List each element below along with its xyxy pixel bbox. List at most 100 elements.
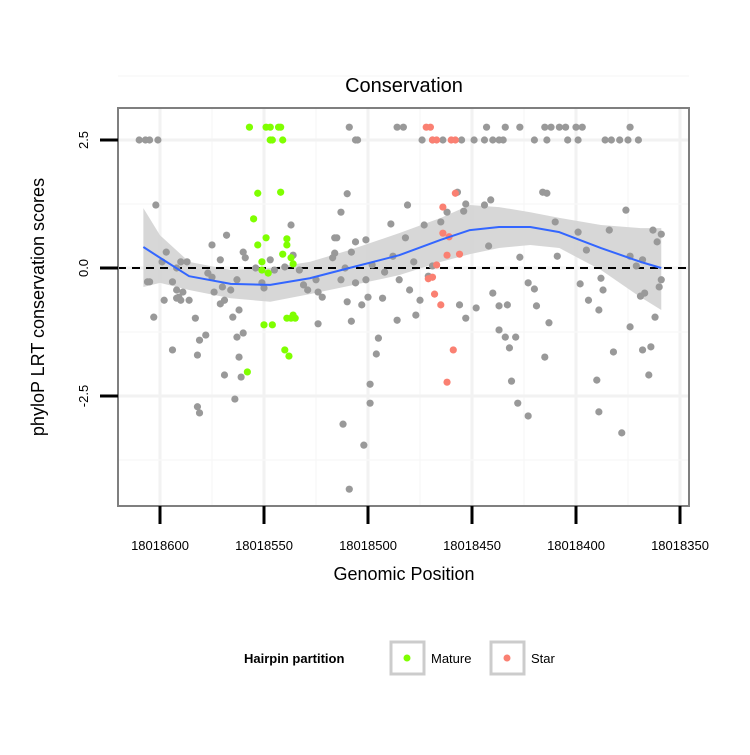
point-mature bbox=[289, 311, 297, 319]
point-other bbox=[626, 323, 634, 331]
point-star bbox=[433, 136, 441, 144]
point-other bbox=[501, 123, 509, 131]
point-other bbox=[512, 333, 520, 341]
point-other bbox=[645, 371, 653, 379]
point-mature bbox=[254, 189, 262, 197]
point-star bbox=[439, 203, 447, 211]
point-other bbox=[574, 228, 582, 236]
point-other bbox=[239, 329, 247, 337]
point-other bbox=[507, 377, 516, 385]
x-tick-label: 18018600 bbox=[131, 538, 189, 553]
point-other bbox=[418, 136, 426, 144]
point-other bbox=[420, 221, 428, 229]
point-other bbox=[410, 258, 418, 266]
point-other bbox=[495, 326, 503, 334]
point-other bbox=[455, 301, 464, 309]
point-other bbox=[524, 279, 532, 287]
point-other bbox=[547, 123, 555, 131]
point-star bbox=[437, 301, 445, 309]
point-other bbox=[437, 218, 445, 226]
point-star bbox=[443, 378, 451, 386]
point-other bbox=[193, 403, 202, 411]
point-star bbox=[451, 136, 459, 144]
x-tick-label: 18018350 bbox=[651, 538, 709, 553]
point-other bbox=[462, 314, 470, 322]
point-other bbox=[146, 136, 154, 144]
point-mature bbox=[243, 368, 251, 376]
y-axis: 2.5 0.0 -2.5 bbox=[76, 131, 118, 407]
point-other bbox=[555, 123, 563, 131]
point-other bbox=[401, 234, 410, 242]
point-star bbox=[426, 123, 434, 131]
point-other bbox=[233, 276, 241, 284]
x-axis: 18018600 18018550 18018500 18018450 18018400… bbox=[131, 506, 709, 553]
point-other bbox=[270, 266, 278, 274]
point-other bbox=[462, 200, 470, 208]
point-star bbox=[443, 251, 451, 259]
point-star bbox=[430, 290, 439, 298]
point-other bbox=[177, 258, 185, 266]
point-star bbox=[455, 250, 464, 258]
x-tick-label: 18018450 bbox=[443, 538, 501, 553]
point-other bbox=[551, 218, 559, 226]
point-other bbox=[647, 343, 655, 351]
point-other bbox=[218, 283, 226, 291]
point-other bbox=[339, 420, 347, 428]
point-other bbox=[406, 286, 414, 294]
point-star bbox=[424, 275, 432, 283]
point-other bbox=[168, 346, 177, 354]
point-other bbox=[545, 319, 553, 327]
point-star bbox=[439, 229, 447, 237]
point-other bbox=[233, 333, 241, 341]
point-other bbox=[489, 289, 497, 297]
point-other bbox=[241, 254, 249, 262]
point-other bbox=[362, 276, 370, 284]
point-other bbox=[657, 230, 665, 238]
point-mature bbox=[260, 321, 268, 329]
point-other bbox=[501, 333, 509, 341]
point-other bbox=[393, 316, 401, 324]
point-other bbox=[618, 429, 626, 437]
chart-title: Conservation bbox=[345, 75, 463, 97]
point-mature bbox=[279, 136, 287, 144]
point-other bbox=[260, 284, 268, 292]
point-other bbox=[183, 258, 191, 266]
point-other bbox=[516, 253, 524, 261]
x-tick-label: 18018500 bbox=[339, 538, 397, 553]
point-star bbox=[433, 261, 441, 269]
point-other bbox=[487, 196, 495, 204]
point-other bbox=[222, 231, 231, 239]
point-other bbox=[314, 320, 322, 328]
point-other bbox=[220, 371, 229, 379]
point-mature bbox=[279, 250, 287, 258]
point-other bbox=[185, 296, 193, 304]
point-other bbox=[485, 242, 493, 250]
point-other bbox=[135, 136, 143, 144]
point-other bbox=[403, 201, 412, 209]
point-other bbox=[622, 206, 630, 214]
point-other bbox=[576, 280, 584, 288]
point-mature bbox=[277, 188, 285, 196]
point-mature bbox=[250, 215, 258, 223]
point-mature bbox=[287, 254, 295, 262]
point-other bbox=[364, 293, 372, 301]
data-points bbox=[135, 123, 665, 493]
smooth-curve bbox=[142, 226, 662, 286]
point-other bbox=[578, 123, 586, 131]
point-other bbox=[347, 317, 355, 325]
point-other bbox=[395, 276, 403, 284]
point-other bbox=[358, 301, 366, 309]
smooth-line bbox=[142, 226, 662, 286]
legend-dot-mature bbox=[403, 654, 411, 662]
legend-label-star: Star bbox=[531, 651, 556, 666]
point-other bbox=[343, 190, 351, 198]
point-other bbox=[649, 226, 657, 234]
point-mature bbox=[254, 241, 262, 249]
point-other bbox=[399, 123, 407, 131]
point-other bbox=[208, 241, 216, 249]
point-other bbox=[482, 123, 491, 131]
point-other bbox=[360, 441, 368, 449]
point-other bbox=[378, 294, 387, 302]
point-other bbox=[439, 136, 447, 144]
